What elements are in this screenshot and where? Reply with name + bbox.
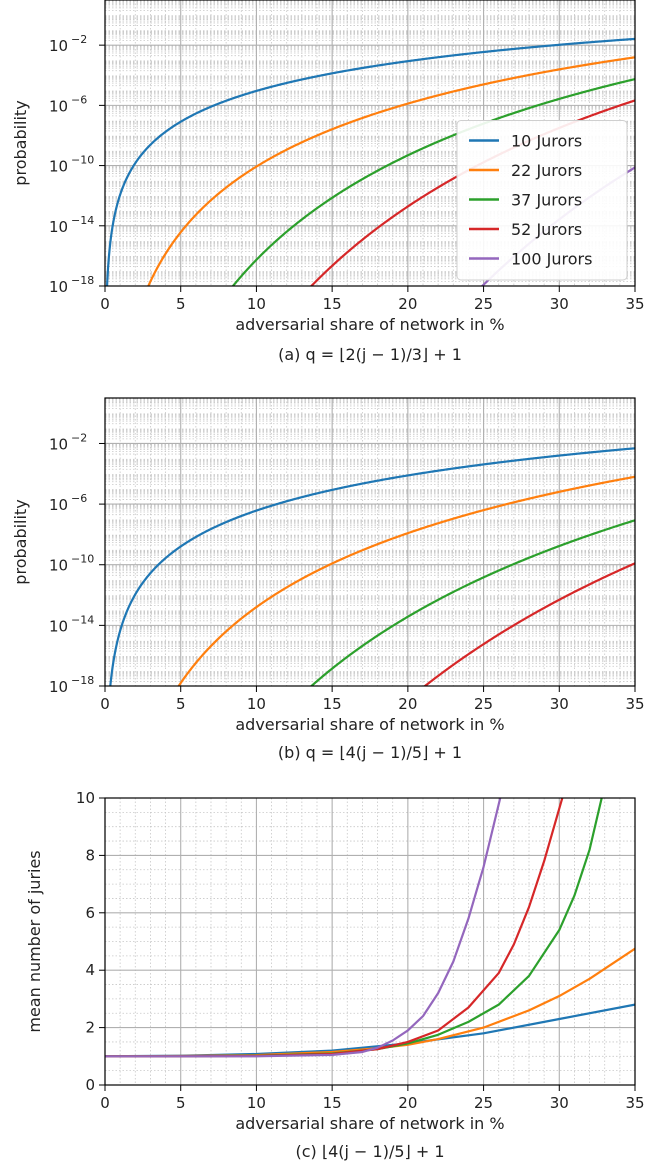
legend-entry: 37 Jurors — [511, 191, 582, 210]
y-tick-label: 10 −2 — [49, 431, 87, 453]
y-tick-label: 2 — [85, 1019, 95, 1037]
y-tick-label: 8 — [85, 846, 95, 864]
series-line-100-jurors — [105, 798, 502, 1058]
x-tick-label: 25 — [474, 1094, 493, 1112]
legend-entry: 10 Jurors — [511, 132, 582, 151]
x-tick-label: 20 — [398, 295, 417, 313]
x-tick-label: 30 — [550, 1094, 569, 1112]
y-tick-label: 0 — [85, 1076, 95, 1094]
chart-panel-3: 0 5 10 15 20 25 30 35 0 2 4 6 8 10 adversarial share o… — [25, 789, 645, 1161]
legend-entry: 52 Jurors — [511, 220, 582, 239]
x-tick-label: 5 — [176, 295, 186, 313]
y-tick-label: 10 −10 — [49, 154, 94, 176]
minor-grid — [105, 798, 635, 1085]
series-line-52-jurors — [423, 562, 635, 686]
x-tick-label: 0 — [100, 1094, 110, 1112]
series-line-10-jurors — [109, 447, 635, 686]
caption: (b) q = ⌊4(j − 1)/5⌋ + 1 — [278, 743, 462, 762]
x-tick-label: 30 — [550, 695, 569, 713]
legend-entry: 100 Jurors — [511, 250, 592, 269]
x-tick-label: 20 — [398, 695, 417, 713]
x-tick-label: 10 — [247, 695, 266, 713]
y-tick-label: 10 −10 — [49, 553, 94, 575]
y-tick-label: 6 — [85, 904, 95, 922]
y-tick-label: 10 −18 — [49, 274, 94, 296]
y-axis-label: probability — [11, 499, 30, 584]
y-tick-label: 10 −18 — [49, 674, 94, 696]
major-grid — [104, 797, 636, 1086]
y-tick-label: 10 — [76, 789, 95, 807]
series-line-22-jurors — [177, 475, 635, 686]
series-group — [105, 798, 635, 1058]
x-tick-label: 10 — [247, 295, 266, 313]
series-line-37-jurors — [231, 78, 635, 286]
y-tick-label: 10 −6 — [49, 492, 87, 514]
axes-frame — [104, 797, 636, 1086]
y-tick-label: 10 −6 — [49, 93, 87, 115]
y-tick-label: 10 −14 — [49, 613, 94, 635]
y-tick-label: 10 −14 — [49, 214, 94, 236]
major-grid — [104, 398, 636, 687]
x-tick-label: 10 — [247, 1094, 266, 1112]
axes-frame — [104, 397, 636, 687]
y-axis-label: mean number of juries — [25, 850, 44, 1032]
x-axis-label: adversarial share of network in % — [235, 1114, 504, 1133]
x-tick-label: 5 — [176, 695, 186, 713]
x-tick-label: 15 — [323, 295, 342, 313]
y-tick-label: 4 — [85, 961, 95, 979]
chart-panel-2: 0 5 10 15 20 25 30 35 10−18 10−14 10−10 10−6 10 −2 adv… — [11, 397, 645, 762]
y-tick-label: 10 −2 — [49, 33, 87, 55]
x-tick-label: 25 — [474, 295, 493, 313]
x-tick-label: 25 — [474, 695, 493, 713]
legend: 10 Jurors 22 Jurors 37 Jurors 52 Jurors 100 … — [456, 120, 628, 281]
minor-grid — [105, 398, 635, 686]
x-tick-label: 5 — [176, 1094, 186, 1112]
axes-frame — [104, 0, 636, 287]
x-tick-label: 15 — [323, 1094, 342, 1112]
x-tick-label: 35 — [625, 295, 644, 313]
x-tick-label: 30 — [550, 295, 569, 313]
x-tick-label: 20 — [398, 1094, 417, 1112]
series-line-37-jurors — [309, 519, 635, 686]
chart-panel-1: 0 5 10 15 20 25 30 35 10−18 10−14 10−10 10−6 10 −2 adv… — [11, 0, 645, 364]
y-axis-label: probability — [11, 100, 30, 185]
x-axis-label: adversarial share of network in % — [235, 715, 504, 734]
series-line-22-jurors — [147, 56, 635, 286]
x-tick-label: 0 — [100, 695, 110, 713]
series-group — [109, 447, 635, 686]
caption: (a) q = ⌊2(j − 1)/3⌋ + 1 — [278, 345, 462, 364]
x-tick-label: 35 — [625, 1094, 644, 1112]
x-tick-label: 35 — [625, 695, 644, 713]
x-tick-label: 15 — [323, 695, 342, 713]
x-tick-label: 0 — [100, 295, 110, 313]
series-line-10-jurors — [105, 37, 635, 286]
series-line-22-jurors — [105, 947, 635, 1058]
caption: (c) ⌊4(j − 1)/5⌋ + 1 — [295, 1142, 444, 1161]
x-axis-label: adversarial share of network in % — [235, 315, 504, 334]
legend-box — [456, 120, 628, 281]
legend-entry: 22 Jurors — [511, 161, 582, 180]
